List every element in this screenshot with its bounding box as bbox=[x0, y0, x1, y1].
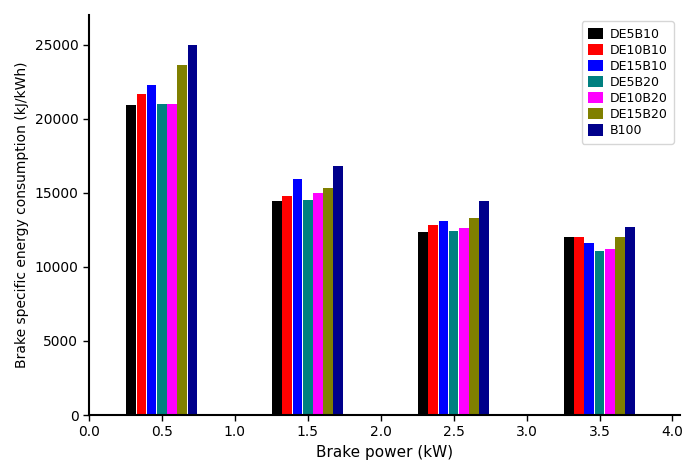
Bar bbox=[449, 230, 459, 415]
Bar bbox=[282, 196, 292, 415]
Bar bbox=[272, 201, 282, 415]
Bar bbox=[187, 45, 197, 415]
Legend: DE5B10, DE10B10, DE15B10, DE5B20, DE10B20, DE15B20, B100: DE5B10, DE10B10, DE15B10, DE5B20, DE10B2… bbox=[582, 21, 674, 143]
Y-axis label: Brake specific energy consumption (kJ/kWh): Brake specific energy consumption (kJ/kW… bbox=[15, 62, 29, 368]
Bar bbox=[480, 201, 489, 415]
Bar bbox=[605, 249, 614, 415]
Bar bbox=[313, 193, 323, 415]
Bar bbox=[574, 237, 584, 415]
Bar bbox=[323, 189, 333, 415]
Bar bbox=[584, 243, 594, 415]
Bar bbox=[293, 180, 303, 415]
Bar bbox=[127, 105, 136, 415]
Bar bbox=[157, 104, 166, 415]
Bar bbox=[626, 227, 635, 415]
Bar bbox=[438, 221, 448, 415]
Bar bbox=[178, 66, 187, 415]
Bar bbox=[595, 251, 605, 415]
Bar bbox=[428, 225, 438, 415]
Bar bbox=[469, 218, 479, 415]
Bar bbox=[418, 232, 428, 415]
Bar bbox=[147, 85, 157, 415]
Bar bbox=[303, 200, 312, 415]
Bar bbox=[615, 237, 625, 415]
X-axis label: Brake power (kW): Brake power (kW) bbox=[316, 445, 453, 460]
Bar bbox=[167, 104, 177, 415]
Bar bbox=[136, 94, 146, 415]
Bar bbox=[564, 237, 574, 415]
Bar bbox=[459, 228, 468, 415]
Bar bbox=[333, 166, 343, 415]
